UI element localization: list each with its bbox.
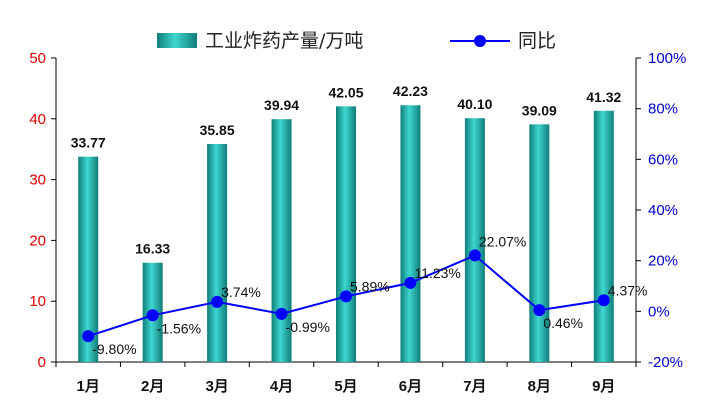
legend-bar-swatch: [157, 33, 197, 48]
yoy-value-label: -0.99%: [286, 319, 330, 335]
category-label: 1月: [77, 378, 100, 395]
category-label: 5月: [334, 378, 357, 395]
yoy-value-label: 0.46%: [543, 315, 583, 331]
right-tick-label: -20%: [648, 354, 683, 371]
right-tick-label: 100%: [648, 50, 686, 67]
bar-value-label: 16.33: [135, 241, 170, 257]
point-labels: -9.80% -1.56% 3.74% -0.99% 5.89% 11.23% 22.07%…: [92, 233, 647, 357]
yoy-point: [404, 276, 417, 289]
left-tick-label: 30: [29, 172, 46, 189]
bar-value-label: 39.94: [264, 97, 299, 113]
bar: [529, 124, 550, 363]
yoy-point: [597, 294, 610, 307]
right-ticks: -20% 0% 20% 40% 60% 80% 100%: [636, 50, 686, 371]
legend-line-label: 同比: [518, 30, 556, 52]
x-ticks: [55, 362, 637, 367]
category-label: 3月: [205, 378, 228, 395]
yoy-value-label: 4.37%: [608, 282, 648, 298]
bar-value-label: 41.32: [586, 89, 621, 105]
right-tick-label: 40%: [648, 202, 678, 219]
bar-value-label: 35.85: [200, 122, 235, 138]
legend-line-marker: [474, 35, 486, 47]
left-tick-label: 10: [29, 293, 46, 310]
left-tick-label: 40: [29, 111, 46, 128]
bar: [464, 118, 485, 362]
left-ticks: 0 10 20 30 40 50: [29, 50, 56, 371]
category-labels: 1月 2月 3月 4月 5月 6月 7月 8月 9月: [77, 378, 616, 395]
bar: [271, 119, 292, 363]
yoy-point: [340, 290, 352, 303]
left-tick-label: 50: [29, 50, 46, 67]
left-tick-label: 20: [29, 232, 46, 249]
bar: [207, 144, 228, 362]
left-tick-label: 0: [38, 354, 46, 371]
bar-labels: 33.77 16.33 35.85 39.94 42.05 42.23 40.10 39.09…: [71, 83, 622, 256]
bar-value-label: 42.05: [328, 84, 363, 100]
legend: 工业炸药产量/万吨 同比: [157, 30, 556, 52]
bar-value-label: 33.77: [71, 135, 106, 151]
yoy-value-label: 5.89%: [350, 278, 390, 294]
yoy-point: [146, 309, 159, 322]
bar: [78, 156, 99, 362]
category-label: 9月: [592, 378, 615, 395]
yoy-point: [211, 295, 224, 308]
yoy-value-label: 3.74%: [221, 284, 261, 300]
legend-bar-label: 工业炸药产量/万吨: [205, 30, 363, 52]
bar: [400, 105, 421, 362]
right-tick-label: 60%: [648, 151, 678, 168]
bar: [593, 110, 614, 362]
line-series: [82, 249, 610, 343]
bar: [336, 106, 356, 362]
category-label: 2月: [141, 378, 164, 395]
yoy-value-label: -1.56%: [157, 320, 201, 336]
category-label: 8月: [528, 378, 551, 395]
bar-value-label: 39.09: [522, 102, 557, 118]
bar-value-label: 40.10: [457, 96, 492, 112]
yoy-value-label: 22.07%: [479, 233, 526, 249]
right-tick-label: 0%: [648, 303, 670, 320]
yoy-point: [468, 249, 481, 262]
category-label: 6月: [399, 378, 422, 395]
bar-value-label: 42.23: [393, 83, 428, 99]
yoy-point: [82, 330, 95, 343]
yoy-value-label: 11.23%: [414, 265, 460, 281]
right-tick-label: 20%: [648, 253, 678, 270]
yoy-point: [275, 307, 288, 320]
category-label: 7月: [463, 378, 486, 395]
right-tick-label: 80%: [648, 101, 678, 118]
yoy-point: [533, 304, 546, 317]
category-label: 4月: [270, 378, 293, 395]
yoy-value-label: -9.80%: [92, 341, 136, 357]
